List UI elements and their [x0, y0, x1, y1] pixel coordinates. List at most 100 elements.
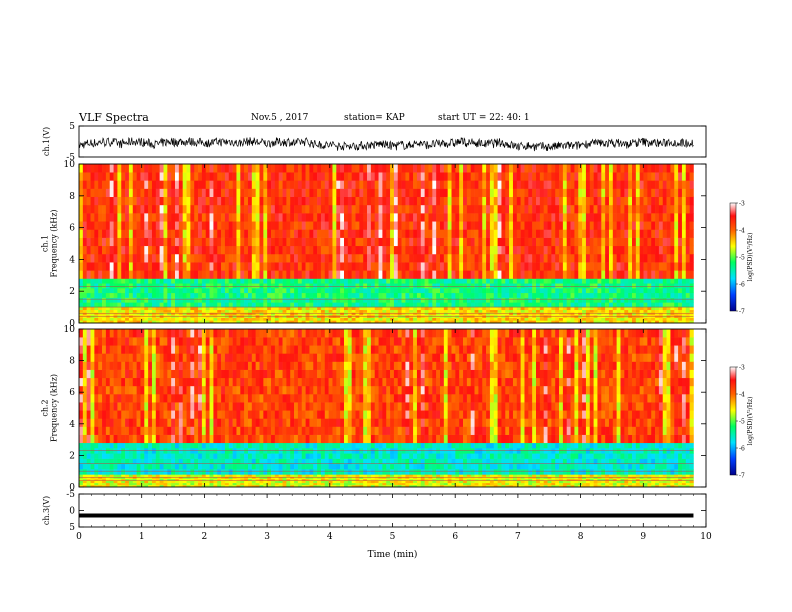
spectrogram-cell: [244, 262, 249, 271]
spectrogram-cell: [317, 180, 322, 189]
spectrogram-cell: [201, 237, 207, 247]
spectrogram-cell: [94, 469, 99, 475]
spectrogram-cell: [125, 204, 130, 214]
spectrogram-cell: [244, 270, 249, 279]
spectrogram-cell: [436, 204, 441, 214]
spectrogram-cell: [370, 317, 376, 321]
spectrogram-cell: [86, 297, 91, 303]
spectrogram-cell: [674, 288, 679, 294]
spectrogram-cell: [94, 292, 99, 298]
spectrogram-cell: [98, 337, 103, 346]
spectrogram-cell: [305, 320, 310, 324]
spectrogram-cell: [662, 297, 667, 303]
spectrogram-cell: [105, 270, 111, 279]
spectrogram-cell: [148, 221, 153, 230]
spectrogram-cell: [470, 253, 475, 263]
spectrogram-cell: [259, 302, 264, 308]
spectrogram-cell: [570, 229, 575, 238]
spectrogram-cell: [140, 478, 145, 481]
spectrogram-cell: [589, 302, 594, 308]
spectrogram-cell: [336, 288, 341, 294]
spectrogram-cell: [175, 262, 180, 271]
spectrogram-cell: [424, 196, 429, 206]
spectrogram-cell: [582, 204, 587, 214]
colorbar-tick-label: -3: [739, 201, 745, 208]
spectrogram-cell: [424, 253, 429, 263]
ch1-trace: [78, 136, 694, 152]
spectrogram-cell: [102, 312, 107, 316]
spectrogram-cell: [155, 221, 160, 230]
spectrogram-cell: [128, 283, 134, 289]
spectrogram-cell: [416, 297, 422, 303]
spectrogram-cell: [566, 312, 571, 316]
spectrogram-cell: [547, 204, 552, 214]
spectrogram-cell: [109, 172, 114, 181]
spectrogram-cell: [117, 434, 122, 444]
spectrogram-cell: [186, 385, 191, 395]
spectrogram-cell: [151, 270, 157, 279]
spectrogram-cell: [674, 213, 679, 222]
spectrogram-cell: [447, 245, 452, 255]
spectrogram-cell: [347, 312, 352, 316]
spectrogram-cell: [209, 196, 214, 206]
spectrogram-cell: [151, 345, 157, 354]
spectrogram-cell: [105, 402, 111, 411]
spectrogram-cell: [547, 317, 552, 321]
spectrogram-cell: [98, 317, 103, 321]
spectrogram-cell: [363, 312, 368, 316]
spectrogram-cell: [401, 221, 406, 230]
spectrogram-cell: [505, 221, 510, 230]
spectrogram-cell: [547, 237, 552, 247]
spectrogram-cell: [128, 329, 134, 338]
spectrogram-cell: [151, 297, 157, 303]
spectrogram-cell: [175, 453, 180, 459]
spectrogram-cell: [497, 245, 502, 255]
spectrogram-cell: [209, 283, 214, 289]
spectrogram-cell: [209, 253, 214, 263]
spectrogram-cell: [378, 262, 383, 271]
spectrogram-cell: [539, 237, 544, 247]
spectrogram-cell: [297, 288, 303, 294]
spectrogram-cell: [547, 292, 552, 298]
spectrogram-cell: [151, 469, 157, 475]
spectrogram-cell: [393, 307, 399, 311]
spectrogram-cell: [343, 320, 349, 324]
spectrogram-cell: [217, 283, 222, 289]
spectrogram-cell: [90, 204, 95, 214]
spectrogram-cell: [117, 253, 122, 263]
spectrogram-cell: [685, 172, 690, 181]
spectrogram-cell: [432, 196, 437, 206]
spectrogram-cell: [478, 172, 483, 181]
spectrogram-cell: [651, 180, 656, 189]
spectrogram-cell: [79, 478, 84, 481]
spectrogram-cell: [205, 297, 210, 303]
spectrogram-cell: [163, 309, 168, 313]
spectrogram-cell: [486, 221, 491, 230]
spectrogram-cell: [128, 410, 134, 419]
spectrogram-cell: [593, 278, 598, 284]
spectrogram-cell: [662, 221, 667, 230]
spectrogram-cell: [90, 463, 95, 470]
spectrogram-cell: [658, 213, 664, 222]
spectrogram-cell: [689, 307, 694, 311]
spectrogram-cell: [148, 307, 153, 311]
spectrogram-cell: [117, 292, 122, 298]
spectrogram-cell: [443, 221, 448, 230]
spectrogram-cell: [136, 329, 141, 338]
spectrogram-cell: [251, 302, 256, 308]
spectrogram-cell: [155, 312, 160, 316]
spectrogram-cell: [190, 229, 195, 238]
spectrogram-cell: [221, 188, 226, 198]
spectrogram-cell: [90, 478, 95, 481]
spectrogram-cell: [593, 229, 598, 238]
spectrogram-cell: [486, 253, 491, 263]
spectrogram-cell: [305, 164, 310, 173]
spectrogram-cell: [324, 317, 329, 321]
spectrogram-cell: [390, 283, 395, 289]
spectrogram-cell: [309, 262, 314, 271]
spectrogram-cell: [505, 229, 510, 238]
spectrogram-cell: [155, 410, 160, 419]
spectrogram-cell: [597, 213, 602, 222]
spectrogram-cell: [585, 253, 591, 263]
spectrogram-cell: [98, 329, 103, 338]
